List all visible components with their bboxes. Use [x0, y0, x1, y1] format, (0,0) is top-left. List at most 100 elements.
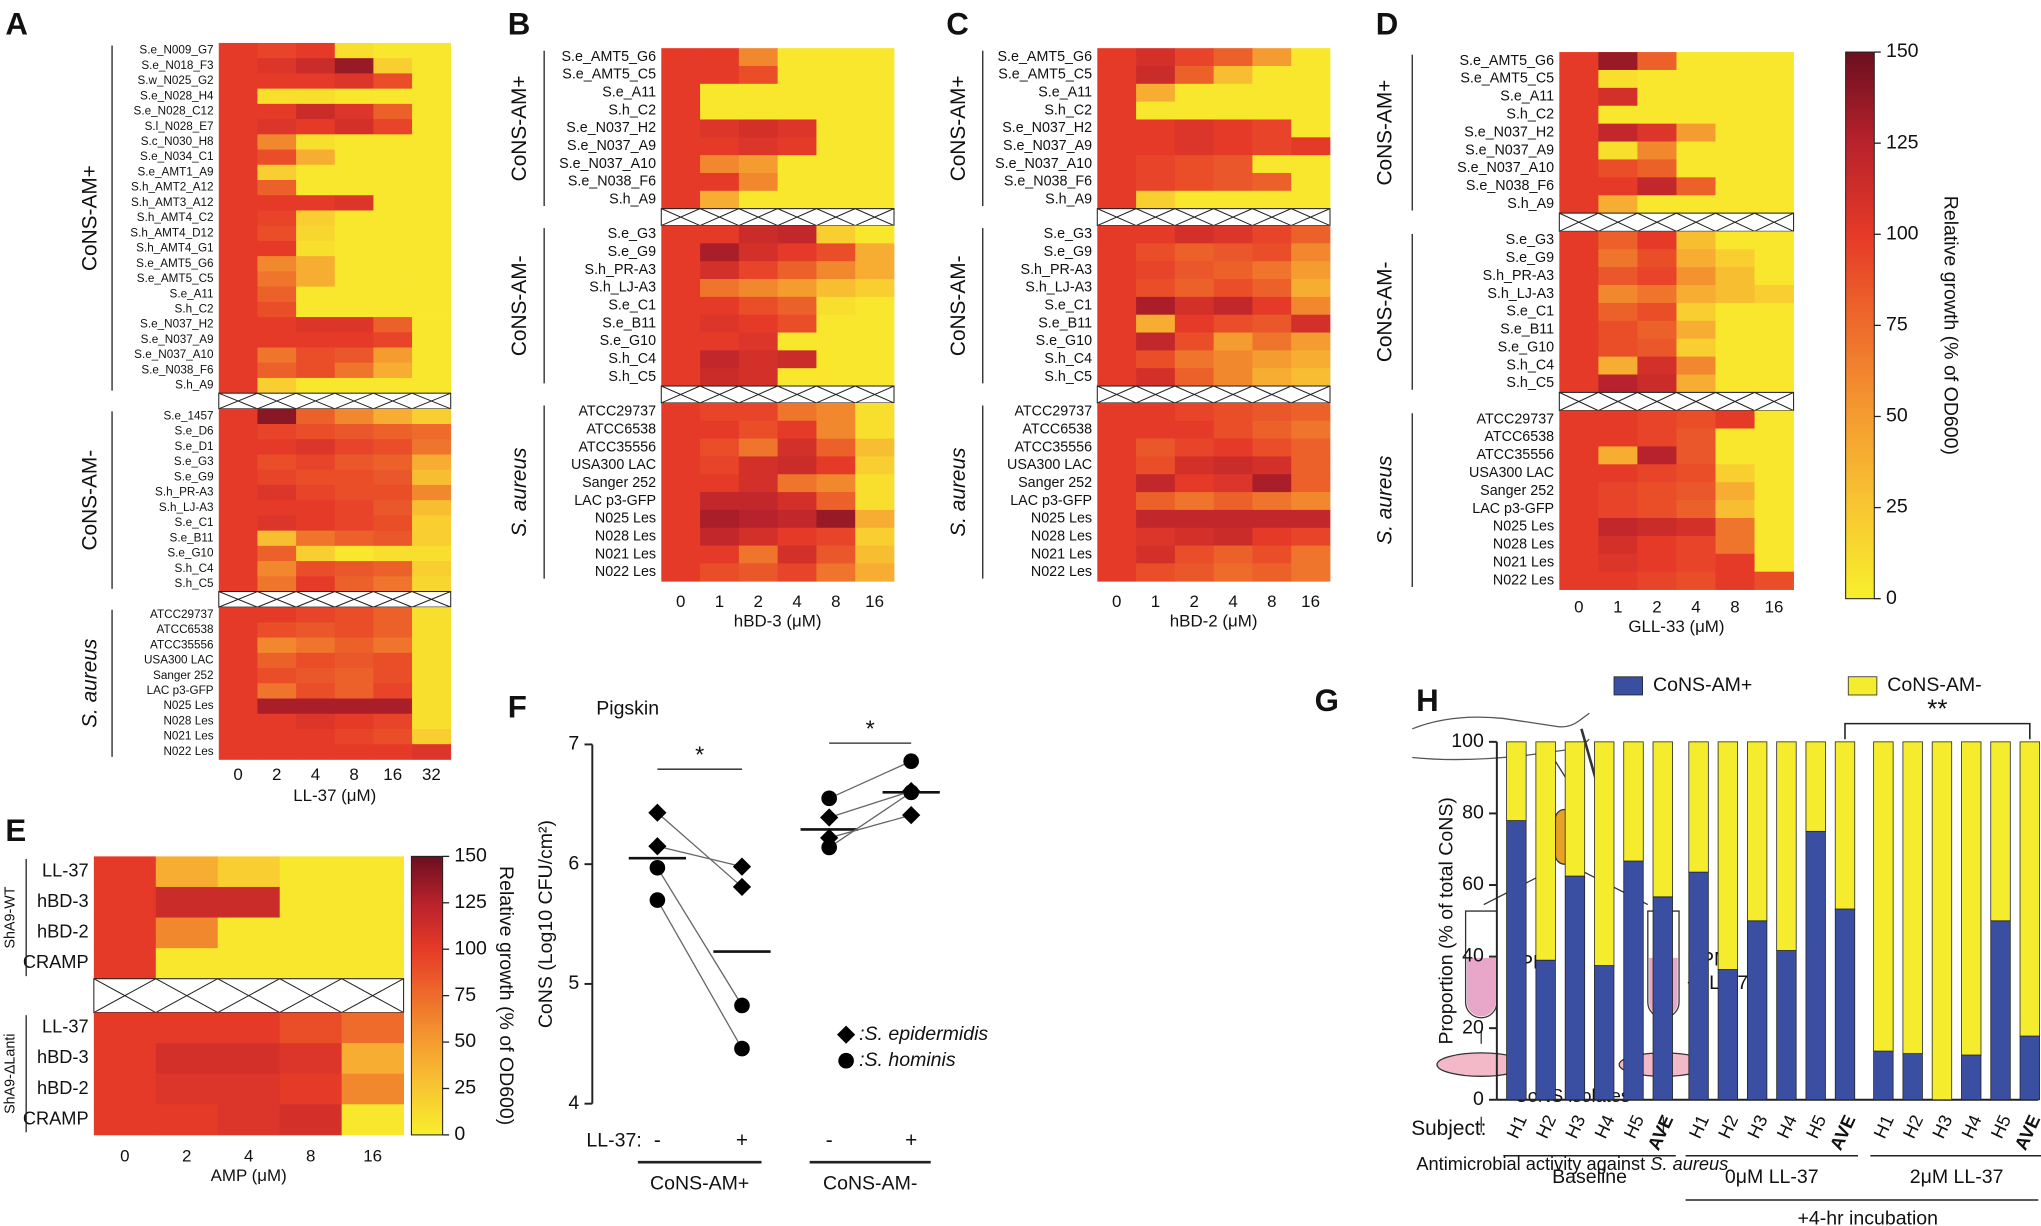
x-tick-label: H1 [1870, 1112, 1898, 1142]
heatmap-cell [218, 210, 258, 227]
heatmap-cell [257, 469, 297, 486]
row-label: LAC p3-GFP [1010, 493, 1092, 509]
heatmap-cell [373, 484, 413, 501]
bar-segment [1652, 896, 1673, 1101]
panel-letter: A [5, 6, 28, 41]
heatmap-cell [738, 119, 779, 138]
heatmap-cell [373, 195, 413, 211]
heatmap-cell [1754, 500, 1794, 519]
heatmap-cell [700, 83, 740, 103]
condition-label: - [654, 1129, 661, 1152]
heatmap-cell [738, 368, 779, 387]
heatmap-cell [855, 350, 895, 369]
heatmap-cell [1213, 545, 1253, 564]
pair-line [829, 814, 912, 839]
heatmap-cell [334, 408, 374, 425]
heatmap-cell [777, 545, 817, 564]
heatmap-cell [373, 515, 413, 532]
heatmap-cell [700, 190, 740, 210]
heatmap-cell [1213, 296, 1253, 316]
heatmap-cell [218, 119, 258, 135]
heatmap-cell [1136, 279, 1176, 298]
heatmap-cell [1715, 105, 1755, 125]
heatmap-cell [855, 456, 895, 475]
heatmap-cell [257, 744, 297, 760]
heatmap-cell [1676, 320, 1716, 340]
group-label: 0μM LL-37 [1725, 1166, 1819, 1188]
row-label: S.e_G9 [608, 244, 657, 260]
heatmap-cell [777, 261, 817, 280]
heatmap-cell [296, 713, 336, 730]
row-label: S.e_N037_H2 [1002, 120, 1092, 136]
heatmap-cell [412, 58, 452, 74]
heatmap-cell [296, 424, 336, 440]
heatmap-cell [738, 332, 779, 351]
separator-cross [373, 591, 413, 608]
heatmap-cell [334, 500, 374, 516]
heatmap-cell [1252, 350, 1292, 369]
row-label: S.h_C5 [175, 577, 215, 590]
heatmap-cell [777, 101, 817, 120]
point [838, 1052, 854, 1069]
heatmap-cell [1559, 177, 1599, 196]
heatmap-cell [1136, 527, 1176, 546]
heatmap-cell [1136, 190, 1176, 210]
heatmap-cell [296, 607, 336, 623]
colorbar-tick-label: 100 [454, 937, 487, 959]
heatmap-cell [412, 256, 452, 272]
heatmap-cell [855, 474, 895, 493]
heatmap-cell [257, 164, 297, 181]
colorbar-label: Relative growth (% of OD600) [1940, 196, 1962, 455]
row-label: S.e_B11 [602, 315, 656, 331]
heatmap-cell [218, 195, 258, 211]
heatmap-cell [1598, 464, 1638, 483]
heatmap-cell [257, 576, 297, 592]
heatmap-cell [334, 561, 374, 577]
heatmap-cell [855, 190, 895, 210]
heatmap-cell [1213, 563, 1253, 582]
x-tick-label: H1 [1685, 1112, 1713, 1142]
row-label: S.e_G9 [1506, 250, 1555, 266]
heatmap-cell [334, 256, 374, 272]
row-label: S.e_N028_C12 [134, 105, 214, 118]
heatmap-cell [1213, 368, 1253, 387]
heatmap-cell [1174, 279, 1215, 298]
heatmap-cell [1598, 195, 1638, 214]
heatmap-cell [1598, 338, 1638, 357]
heatmap-cell [738, 456, 779, 475]
heatmap-cell [738, 474, 779, 493]
heatmap-cell [279, 1012, 343, 1044]
x-axis-label: LL-37: [586, 1130, 641, 1152]
heatmap-cell [1291, 65, 1331, 85]
heatmap-cell [1136, 402, 1176, 422]
heatmap-cell [1097, 438, 1137, 457]
heatmap-cell [373, 256, 413, 272]
heatmap-cell [1715, 52, 1755, 71]
heatmap-cell [373, 347, 413, 364]
separator [1096, 385, 1331, 404]
heatmap-cell [1291, 296, 1331, 316]
heatmap-cell [257, 408, 297, 425]
column-label: 8 [1730, 597, 1739, 616]
heatmap-cell [217, 917, 281, 949]
heatmap-cell [1252, 420, 1292, 439]
row-label: S.e_AMT5_C5 [998, 67, 1092, 83]
heatmap-cell [412, 332, 452, 348]
heatmap-cell [373, 103, 413, 120]
heatmap-cell [296, 42, 336, 59]
heatmap-cell [257, 515, 297, 532]
heatmap-cell [1715, 285, 1755, 304]
row-label: S.h_C4 [608, 351, 656, 367]
heatmap-cell [1252, 261, 1292, 280]
heatmap-cell [155, 948, 219, 980]
heatmap-cell [661, 279, 701, 298]
separator-cross [1291, 385, 1331, 404]
heatmap-cell [1715, 356, 1755, 375]
group-label: 2μM LL-37 [1910, 1166, 2004, 1188]
heatmap-cell [334, 728, 374, 745]
heatmap-cell [93, 856, 157, 888]
heatmap-cell [1637, 428, 1677, 447]
heatmap-cell [412, 698, 452, 715]
heatmap-cell [1291, 101, 1331, 120]
separator-cross [411, 392, 451, 410]
